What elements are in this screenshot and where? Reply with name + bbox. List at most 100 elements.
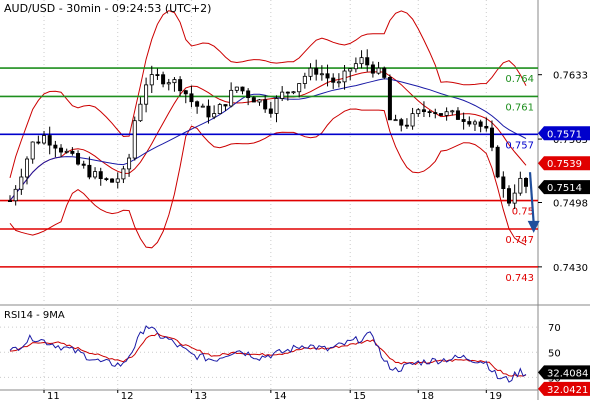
- candle-body: [268, 108, 273, 114]
- candle-body: [132, 120, 137, 159]
- candle-body: [110, 178, 115, 183]
- candle-body: [314, 67, 319, 75]
- level-label: 0.743: [505, 273, 534, 284]
- forecast-arrow-head: [527, 220, 540, 233]
- candle-body: [149, 74, 154, 86]
- candle-body: [251, 97, 256, 103]
- price-tick-label: 0.7565: [553, 135, 588, 146]
- candle-body: [206, 105, 211, 118]
- candle-body: [438, 113, 443, 116]
- rsi-badge-box: [538, 365, 590, 380]
- rsi-tick-label: 70: [548, 323, 561, 334]
- candle-body: [240, 86, 245, 92]
- bollinger-middle-line: [9, 71, 527, 201]
- candle-body: [195, 101, 200, 107]
- time-tick-label: 12: [121, 391, 134, 400]
- level-label: 0.747: [505, 235, 534, 246]
- rsi-badge-box: [538, 381, 590, 396]
- candle-body: [410, 113, 415, 127]
- candle-body: [93, 171, 98, 178]
- candle-body: [121, 168, 126, 180]
- candle-body: [229, 89, 234, 107]
- candle-body: [257, 99, 262, 103]
- bollinger-bands: [9, 10, 527, 249]
- candle-body: [76, 153, 81, 165]
- candle-body: [47, 135, 52, 146]
- price-tag-label: 0.7539: [547, 159, 582, 170]
- candle-body: [376, 67, 381, 74]
- candle-body: [30, 141, 35, 160]
- price-tag-label: 0.7571: [547, 129, 582, 140]
- price-axis: 0.7633 0.7565 0.7498 0.7430 0.7571 0.7539 0.75…: [538, 71, 590, 274]
- candle-body: [127, 157, 132, 170]
- candle-body: [342, 70, 347, 83]
- candle-body: [7, 200, 12, 203]
- candle-body: [104, 178, 109, 181]
- candle-body: [336, 81, 341, 84]
- candle-body: [70, 150, 75, 154]
- bollinger-lower-line: [9, 108, 527, 249]
- level-label: 0.757: [505, 140, 534, 151]
- candle-body: [217, 104, 222, 114]
- candle-body: [501, 176, 506, 189]
- candle-body: [172, 79, 177, 84]
- forecast-arrow: [527, 172, 540, 233]
- rsi-badge-label: 32.0421: [547, 385, 588, 396]
- candle-body: [382, 67, 387, 78]
- candle-body: [302, 75, 307, 84]
- candle-body: [81, 163, 86, 166]
- candle-body: [421, 109, 426, 113]
- price-tag-box: [538, 126, 590, 141]
- candle-body: [189, 93, 194, 103]
- candle-body: [393, 119, 398, 122]
- chart-title: AUD/USD - 30min - 09:24:53 (UTC+2): [4, 2, 211, 15]
- price-tag-box: [538, 180, 590, 195]
- candle-body: [285, 91, 290, 94]
- candle-body: [36, 141, 41, 144]
- candle-body: [433, 112, 438, 114]
- price-tick-label: 0.7430: [553, 263, 588, 274]
- candle-body: [87, 164, 92, 178]
- candle-body: [42, 135, 47, 144]
- candle-body: [98, 171, 103, 180]
- rsi-badge-label: 32.4084: [547, 368, 588, 379]
- time-tick-label: 19: [489, 391, 502, 400]
- candle-body: [178, 79, 183, 92]
- candle-body: [297, 83, 302, 93]
- candle-body: [144, 84, 149, 105]
- rsi-ma-line: [9, 332, 527, 377]
- candle-body: [524, 177, 529, 187]
- forecast-arrow-shaft: [528, 172, 535, 223]
- candle-body: [399, 119, 404, 126]
- candle-body: [200, 105, 205, 108]
- rsi-line: [9, 325, 527, 383]
- candle-body: [291, 91, 296, 94]
- candle-body: [212, 113, 217, 118]
- time-tick-label: 13: [194, 391, 207, 400]
- candle-body: [484, 125, 489, 129]
- candle-body: [59, 147, 64, 153]
- candle-body: [461, 119, 466, 122]
- candle-body: [387, 77, 392, 121]
- candle-body: [234, 86, 239, 91]
- candle-body: [325, 73, 330, 79]
- bollinger-upper-line: [9, 10, 527, 179]
- candle-body: [115, 178, 120, 183]
- candle-body: [427, 111, 432, 114]
- candle-body: [495, 146, 500, 178]
- candle-body: [183, 90, 188, 95]
- price-tag-box: [538, 156, 590, 171]
- level-label: 0.764: [505, 74, 534, 85]
- candle-body: [478, 121, 483, 127]
- candle-body: [518, 177, 523, 194]
- candle-body: [223, 104, 228, 107]
- candle-body: [467, 121, 472, 125]
- time-tick-label: 18: [421, 391, 434, 400]
- candle-body: [444, 111, 449, 116]
- candle-body: [319, 73, 324, 76]
- level-label: 0.75: [512, 207, 534, 218]
- candle-body: [348, 68, 353, 72]
- candle-body: [472, 121, 477, 125]
